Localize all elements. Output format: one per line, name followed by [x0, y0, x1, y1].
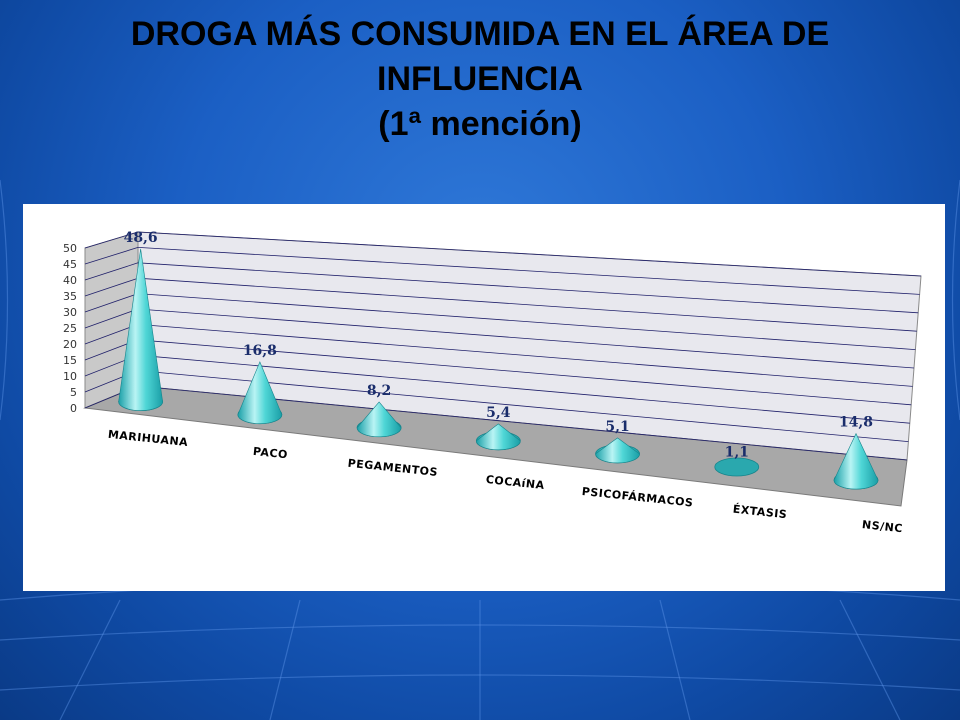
- data-label: 5,1: [605, 419, 629, 435]
- cone-éxtasis: [714, 457, 760, 477]
- cone-base: [714, 457, 760, 477]
- gridline: [137, 354, 910, 424]
- gridline-side: [84, 293, 139, 313]
- gridline: [137, 339, 912, 406]
- data-label: 48,6: [124, 230, 158, 246]
- y-tick-label: 25: [63, 322, 77, 335]
- cone-body: [833, 432, 879, 490]
- cone-body: [476, 423, 521, 451]
- y-tick-label: 10: [63, 370, 77, 383]
- data-label: 14,8: [839, 415, 873, 431]
- category-label: NS/NC: [861, 518, 903, 535]
- gridline: [137, 324, 913, 387]
- cone-body: [118, 248, 163, 411]
- gridline: [137, 293, 916, 350]
- y-tick-label: 5: [70, 386, 77, 399]
- title-line-1: DROGA MÁS CONSUMIDA EN EL ÁREA DE: [130, 15, 830, 53]
- y-tick-label: 50: [63, 242, 77, 255]
- y-tick-label: 0: [70, 402, 77, 415]
- y-tick-label: 40: [63, 274, 77, 287]
- y-tick-label: 45: [63, 258, 77, 271]
- category-label: PACO: [252, 445, 288, 462]
- cone-ns/nc: [833, 432, 879, 490]
- chart-frame: 0 5 10 15 20 25 30 35 40 45 50 48,6 MARIHUANA 16,8 PAC…: [23, 204, 945, 591]
- category-label: PEGAMENTOS: [347, 457, 438, 479]
- category-label: PSICOFÁRMACOS: [581, 485, 694, 510]
- cone-body: [237, 361, 283, 424]
- gridline: [137, 231, 922, 277]
- title-line-3: (1ª mención): [378, 105, 582, 143]
- cone-psicofármacos: [595, 437, 640, 464]
- gridline-side: [84, 277, 139, 297]
- cone-body: [356, 401, 402, 438]
- cone-pegamentos: [356, 401, 402, 438]
- cone-marihuana: [118, 248, 164, 411]
- data-label: 5,4: [486, 405, 511, 421]
- slide-title: DROGA MÁS CONSUMIDA EN EL ÁREA DE INFLUE…: [40, 12, 920, 147]
- title-line-2: INFLUENCIA: [377, 60, 583, 98]
- category-label: ÉXTASIS: [732, 503, 788, 522]
- cone-paco: [237, 361, 283, 425]
- cone-cocaína: [475, 423, 521, 451]
- y-tick-label: 30: [63, 306, 77, 319]
- category-label: COCAíNA: [485, 473, 545, 492]
- gridline-side: [84, 262, 139, 281]
- y-tick-label: 15: [63, 354, 77, 367]
- category-label: MARIHUANA: [107, 428, 188, 449]
- gridline-side: [84, 308, 139, 329]
- gridline-side: [84, 247, 139, 265]
- gridline: [137, 247, 920, 295]
- gridline: [137, 308, 915, 369]
- cone-chart: 0 5 10 15 20 25 30 35 40 45 50 48,6 MARIHUANA 16,8 PAC…: [63, 230, 922, 535]
- gridline: [137, 262, 919, 314]
- data-label: 8,2: [367, 383, 391, 399]
- y-tick-label: 35: [63, 290, 77, 303]
- gridline: [137, 277, 917, 332]
- data-label: 1,1: [725, 445, 749, 461]
- y-tick-label: 20: [63, 338, 77, 351]
- cone-body: [595, 437, 640, 464]
- data-label: 16,8: [243, 343, 277, 359]
- gridline-side: [84, 231, 139, 249]
